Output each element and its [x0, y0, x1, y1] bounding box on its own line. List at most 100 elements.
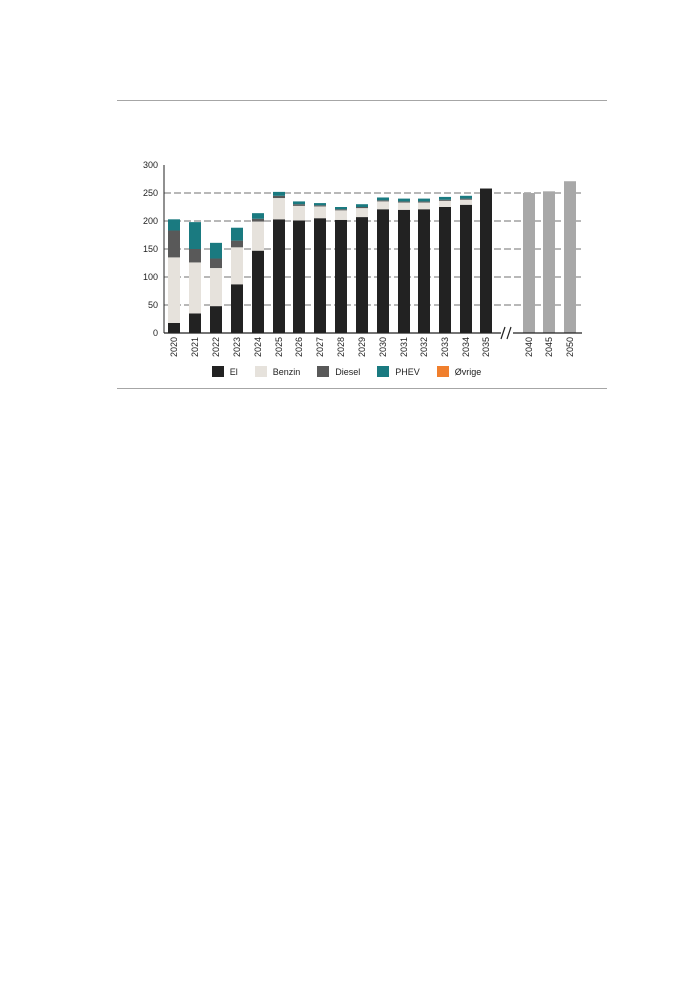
x-tick-label: 2040 — [524, 337, 534, 357]
x-tick-label: 2023 — [232, 337, 242, 357]
y-tick-label: 100 — [143, 272, 158, 282]
bar-segment-el — [377, 209, 389, 333]
bar-segment-benzin — [168, 257, 180, 323]
bar-segment-benzin — [439, 200, 451, 207]
bar-segment-phev — [210, 242, 222, 259]
legend-label: Benzin — [272, 366, 301, 377]
top-rule — [117, 100, 607, 101]
legend-label: Diesel — [335, 366, 361, 377]
bar-segment-el — [439, 207, 451, 333]
bar-segment-el — [189, 313, 201, 333]
bar-segment-diesel — [293, 204, 305, 206]
legend-swatch — [377, 366, 390, 377]
x-tick-label: 2027 — [315, 337, 325, 357]
bars — [168, 181, 576, 333]
x-tick-label: 2032 — [419, 337, 429, 357]
x-tick-label: 2025 — [274, 337, 284, 357]
bar-segment-diesel — [398, 201, 410, 203]
bar-segment-diesel — [273, 195, 285, 199]
bar-segment-benzin — [418, 202, 430, 210]
legend: El Benzin Diesel PHEV Øvrige — [0, 366, 693, 377]
bar-segment-benzin — [210, 268, 222, 307]
y-tick-label: 300 — [143, 160, 158, 170]
legend-label: Øvrige — [454, 366, 482, 377]
bar-segment-diesel — [460, 198, 472, 200]
bar-segment-el — [418, 209, 430, 333]
legend-item: Øvrige — [436, 366, 482, 377]
x-tick-label: 2026 — [294, 337, 304, 357]
bar-segment-phev — [252, 213, 264, 219]
y-tick-label: 50 — [148, 300, 158, 310]
bottom-rule — [117, 388, 607, 389]
bar-segment-benzin — [398, 202, 410, 210]
y-axis: 0 50 100 150 200 250 300 — [143, 160, 165, 338]
bar-segment-diesel — [418, 201, 430, 203]
x-axis: 2020 2021 2022 2023 2024 2025 2026 2027 2028 2029… — [164, 326, 582, 357]
axis-break-mark — [500, 326, 506, 340]
legend-swatch — [254, 366, 267, 377]
x-tick-label: 2020 — [169, 337, 179, 357]
bar-segment-phev — [189, 222, 201, 249]
bar-segment-phev — [168, 219, 180, 231]
x-tick-label: 2028 — [336, 337, 346, 357]
bar-segment-el — [210, 306, 222, 333]
legend-item: Diesel — [317, 366, 360, 377]
legend-label: PHEV — [395, 366, 420, 377]
bar-segment-phev — [398, 198, 410, 202]
y-tick-label: 200 — [143, 216, 158, 226]
bar-projection — [523, 193, 535, 333]
legend-label: El — [229, 366, 238, 377]
bar-segment-benzin — [293, 205, 305, 221]
bar-segment-benzin — [314, 206, 326, 219]
grid-lines — [164, 192, 582, 306]
bar-segment-diesel — [314, 205, 326, 207]
bar-segment-benzin — [189, 262, 201, 314]
legend-item: Benzin — [254, 366, 301, 377]
x-tick-label: 2024 — [253, 337, 263, 357]
bar-segment-diesel — [439, 199, 451, 201]
bar-segment-phev — [377, 197, 389, 201]
bar-segment-benzin — [460, 199, 472, 205]
legend-item: PHEV — [377, 366, 420, 377]
bar-segment-phev — [314, 203, 326, 206]
bar-segment-el — [252, 250, 264, 333]
bar-segment-el — [168, 322, 180, 333]
bar-segment-diesel — [356, 207, 368, 209]
bar-segment-phev — [273, 191, 285, 196]
bar-segment-benzin — [377, 201, 389, 210]
bar-segment-el — [273, 219, 285, 333]
bar-segment-benzin — [231, 247, 243, 285]
bar-segment-diesel — [231, 240, 243, 248]
bar-segment-phev — [231, 227, 243, 241]
bar-segment-el — [335, 219, 347, 333]
x-tick-label: 2030 — [378, 337, 388, 357]
bar-segment-el — [231, 284, 243, 333]
bar-segment-benzin — [356, 208, 368, 218]
bar-segment-diesel — [335, 209, 347, 211]
y-tick-label: 150 — [143, 244, 158, 254]
bar-segment-el — [314, 218, 326, 333]
bar-segment-phev — [460, 195, 472, 199]
bar-segment-benzin — [273, 198, 285, 220]
bar-segment-diesel — [210, 258, 222, 269]
legend-swatch — [436, 366, 449, 377]
x-tick-label: 2050 — [565, 337, 575, 357]
x-tick-label: 2031 — [399, 337, 409, 357]
bar-segment-phev — [439, 196, 451, 200]
x-tick-label: 2035 — [481, 337, 491, 357]
legend-swatch — [211, 366, 224, 377]
bar-projection — [543, 191, 555, 333]
y-tick-label: 250 — [143, 188, 158, 198]
x-tick-label: 2033 — [440, 337, 450, 357]
x-tick-label: 2022 — [211, 337, 221, 357]
bar-segment-diesel — [377, 200, 389, 202]
x-tick-label: 2045 — [544, 337, 554, 357]
bar-projection — [564, 181, 576, 333]
bar-segment-el — [356, 217, 368, 333]
legend-swatch — [317, 366, 330, 377]
bar-segment-el — [480, 188, 492, 333]
x-tick-label: 2029 — [357, 337, 367, 357]
bar-segment-benzin — [335, 210, 347, 220]
bar-segment-diesel — [189, 249, 201, 263]
